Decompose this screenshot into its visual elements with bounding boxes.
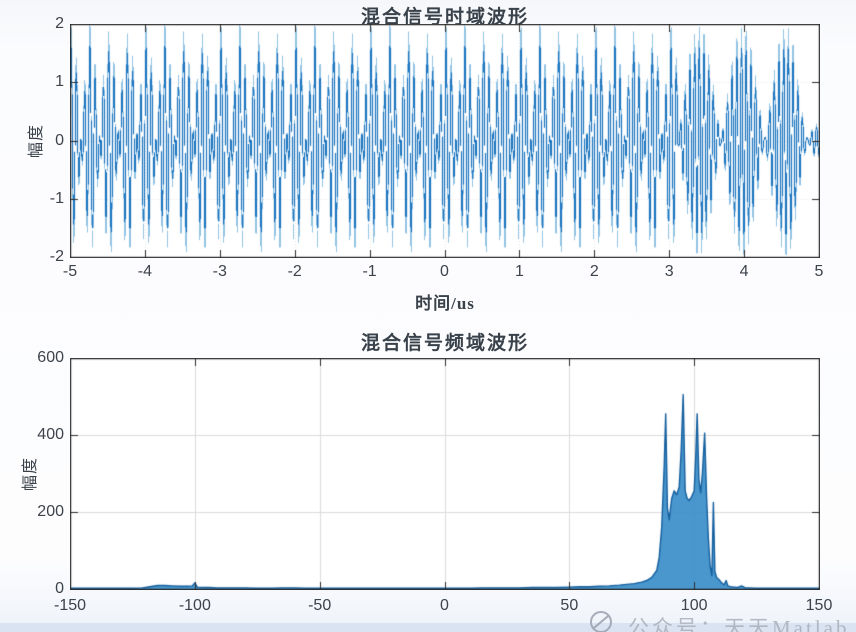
freq-x-tick-label: 150 [805,597,833,614]
time-x-tick-label: -5 [62,263,78,280]
time-y-tick-label: -2 [49,248,64,265]
freq-x-tick-label: 0 [440,597,449,614]
time-x-tick-label: 0 [440,263,449,280]
freq-x-tick-label: 50 [560,597,579,614]
time-plot-title: 混合信号时域波形 [360,7,529,28]
bottom-strip [0,623,856,632]
time-x-tick-label: 5 [814,263,824,280]
time-x-tick-label: -1 [362,263,377,280]
freq-y-tick-label: 200 [37,503,64,520]
freq-plot-ylabel: 幅度 [22,456,39,492]
time-domain-waveform-canvas [70,24,820,258]
time-y-tick-label: 0 [55,131,64,149]
freq-x-tick-label: -150 [53,597,87,614]
time-y-tick-label: 1 [55,73,64,91]
watermark-text: 公众号：天天Matlab [628,616,850,632]
frequency-spectrum-canvas [70,358,820,590]
freq-plot-title: 混合信号频域波形 [360,333,529,354]
freq-y-tick-label: 400 [37,426,64,443]
time-y-tick-label: -1 [49,189,64,207]
freq-x-tick-label: -50 [308,597,332,614]
time-plot-xlabel: 时间/us [415,294,475,313]
time-x-tick-label: -3 [212,263,227,280]
freq-y-tick-label: 0 [55,580,64,597]
freq-y-tick-label: 600 [37,349,64,366]
time-x-tick-label: 4 [739,263,749,280]
time-x-tick-label: -4 [137,263,152,280]
time-x-tick-label: 2 [589,263,599,280]
freq-x-tick-label: -100 [178,597,211,614]
time-y-tick-label: 2 [55,15,64,32]
time-x-tick-label: 3 [664,263,674,280]
time-x-tick-label: 1 [514,263,524,280]
logo-circle-icon [590,611,612,632]
time-x-tick-label: -2 [287,263,302,280]
freq-x-tick-label: 100 [680,597,708,614]
watermark: 公众号：天天Matlab [586,609,856,632]
